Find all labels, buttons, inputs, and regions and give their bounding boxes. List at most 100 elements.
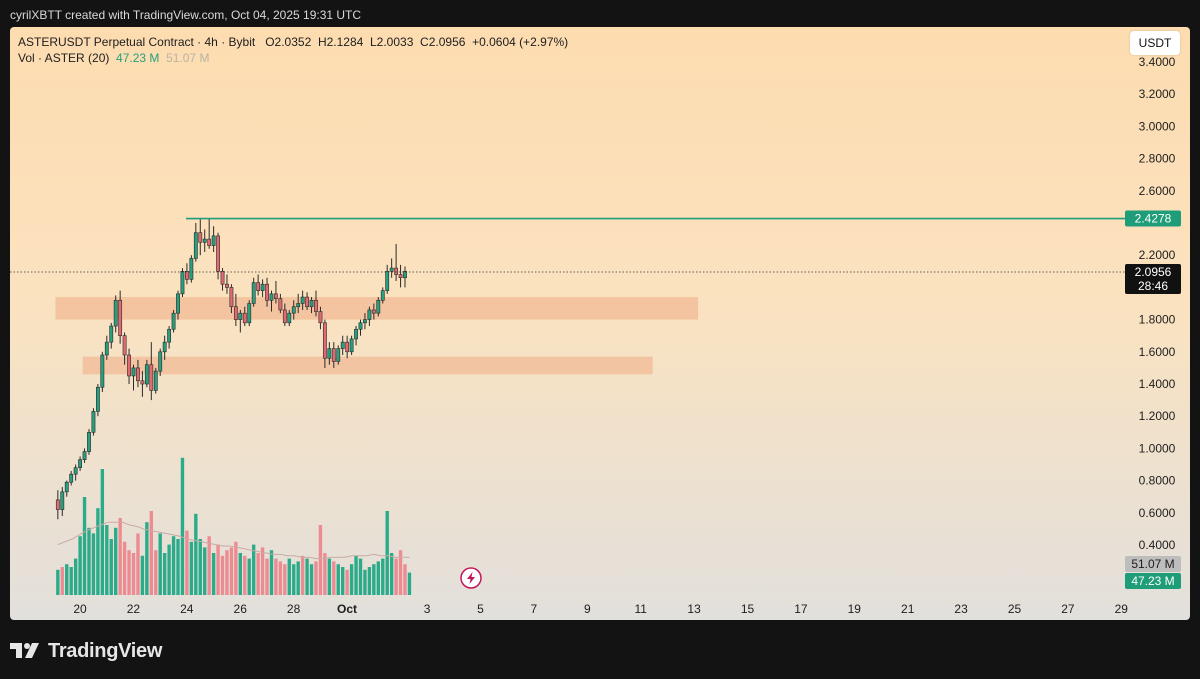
volume-badge-text: 47.23 M bbox=[1131, 574, 1174, 588]
volume-bar bbox=[167, 544, 171, 595]
time-axis[interactable]: 20 22 24 26 28 Oct 3 5 7 9 11 13 15 17 19 21 23 25 27 29 bbox=[73, 602, 1128, 616]
volume-bar bbox=[327, 558, 332, 595]
volume-bar bbox=[287, 558, 291, 595]
volume-ma-path bbox=[57, 521, 410, 560]
candle-body bbox=[327, 348, 332, 359]
candle bbox=[385, 264, 390, 294]
candle-body bbox=[202, 238, 207, 243]
price-tick-label: 3.2000 bbox=[1139, 87, 1176, 101]
time-tick-label: 24 bbox=[180, 602, 194, 616]
price-chart-svg[interactable]: 3.4000 3.2000 3.0000 2.8000 2.6000 2.2000 1.80… bbox=[10, 27, 1190, 620]
candle-body bbox=[158, 351, 163, 372]
candle bbox=[202, 229, 207, 252]
volume-bar bbox=[363, 569, 367, 595]
volume-bar bbox=[180, 457, 185, 595]
candle bbox=[403, 266, 407, 288]
candle-body bbox=[398, 274, 403, 279]
volume-bar bbox=[65, 564, 69, 595]
volume-bar bbox=[394, 558, 398, 595]
candle-body bbox=[189, 258, 194, 280]
volume-bar bbox=[305, 558, 309, 595]
candle bbox=[153, 367, 158, 394]
candle bbox=[140, 371, 145, 397]
candle bbox=[82, 448, 87, 463]
ohlc-open: O2.0352 bbox=[265, 35, 312, 49]
price-tick-label: 0.8000 bbox=[1139, 474, 1176, 488]
candle-body bbox=[162, 341, 167, 353]
candle-body bbox=[260, 283, 265, 291]
volume-bar bbox=[105, 525, 109, 595]
volume-bar bbox=[189, 541, 194, 595]
candle bbox=[238, 309, 243, 333]
candle-body bbox=[95, 386, 100, 412]
price-tick-label: 3.0000 bbox=[1139, 119, 1176, 133]
time-tick-label: 13 bbox=[687, 602, 701, 616]
volume-bar bbox=[225, 550, 229, 595]
candle bbox=[340, 335, 345, 356]
candle-body bbox=[296, 303, 301, 308]
volume-bar bbox=[203, 547, 207, 595]
candle bbox=[269, 290, 274, 312]
candle-body bbox=[309, 299, 314, 308]
candle bbox=[278, 293, 283, 314]
volume-bar bbox=[283, 564, 287, 595]
volume-ma-badge-bg bbox=[1125, 556, 1181, 572]
volume-bar bbox=[127, 550, 131, 595]
time-tick-label: Oct bbox=[337, 602, 357, 616]
candle-body bbox=[198, 232, 203, 243]
candle-body bbox=[60, 491, 65, 510]
candle-body bbox=[153, 370, 158, 391]
last-price-badge-bg bbox=[1125, 264, 1181, 295]
candle bbox=[242, 306, 247, 327]
chart-panel[interactable]: 3.4000 3.2000 3.0000 2.8000 2.6000 2.2000 1.80… bbox=[10, 27, 1190, 620]
candle bbox=[380, 287, 385, 304]
candle bbox=[327, 342, 332, 365]
candlesticks bbox=[55, 218, 407, 520]
time-tick-label: 5 bbox=[477, 602, 484, 616]
candle-body bbox=[82, 451, 87, 460]
price-tick-label: 2.6000 bbox=[1139, 184, 1176, 198]
volume-bar bbox=[372, 564, 376, 595]
candle-body bbox=[282, 309, 287, 324]
support-zone bbox=[82, 356, 653, 375]
symbol-title[interactable]: ASTERUSDT Perpetual Contract · 4h · Bybi… bbox=[18, 35, 256, 49]
candle bbox=[167, 326, 172, 349]
candle bbox=[367, 306, 372, 327]
time-tick-label: 19 bbox=[848, 602, 862, 616]
price-tick-label: 0.4000 bbox=[1139, 538, 1176, 552]
candle-body bbox=[251, 282, 256, 304]
candle-body bbox=[278, 298, 283, 311]
candle-body bbox=[91, 411, 96, 433]
volume-bar bbox=[194, 513, 198, 595]
volume-bar bbox=[109, 539, 113, 595]
volume-bar bbox=[198, 539, 202, 595]
time-tick-label: 21 bbox=[901, 602, 915, 616]
candle bbox=[104, 335, 109, 360]
candle bbox=[207, 218, 212, 249]
volume-bar bbox=[398, 550, 403, 595]
candle bbox=[122, 332, 127, 365]
candle-body bbox=[220, 271, 225, 285]
candle bbox=[87, 429, 91, 455]
price-tick-label: 1.4000 bbox=[1139, 377, 1176, 391]
bolt-icon[interactable] bbox=[460, 567, 482, 589]
price-axis[interactable]: 3.4000 3.2000 3.0000 2.8000 2.6000 2.2000 1.80… bbox=[1139, 55, 1176, 552]
candle bbox=[394, 243, 399, 281]
volume-bar bbox=[176, 539, 180, 595]
candle-body bbox=[247, 303, 252, 324]
volume-bar bbox=[100, 469, 105, 595]
volume-bar bbox=[73, 558, 78, 595]
volume-ma-line bbox=[57, 521, 410, 560]
currency-button[interactable]: USDT bbox=[1130, 31, 1180, 55]
candle-body bbox=[100, 354, 105, 388]
volume-bar bbox=[185, 530, 189, 595]
price-tick-label: 1.0000 bbox=[1139, 441, 1176, 455]
time-tick-label: 25 bbox=[1008, 602, 1022, 616]
candle-body bbox=[305, 296, 309, 308]
ohlc-close: C2.0956 bbox=[420, 35, 466, 49]
time-tick-label: 15 bbox=[741, 602, 755, 616]
candle-body bbox=[113, 299, 118, 327]
volume-bar bbox=[358, 558, 363, 595]
volume-indicator-label[interactable]: Vol · ASTER (20) bbox=[18, 51, 110, 65]
